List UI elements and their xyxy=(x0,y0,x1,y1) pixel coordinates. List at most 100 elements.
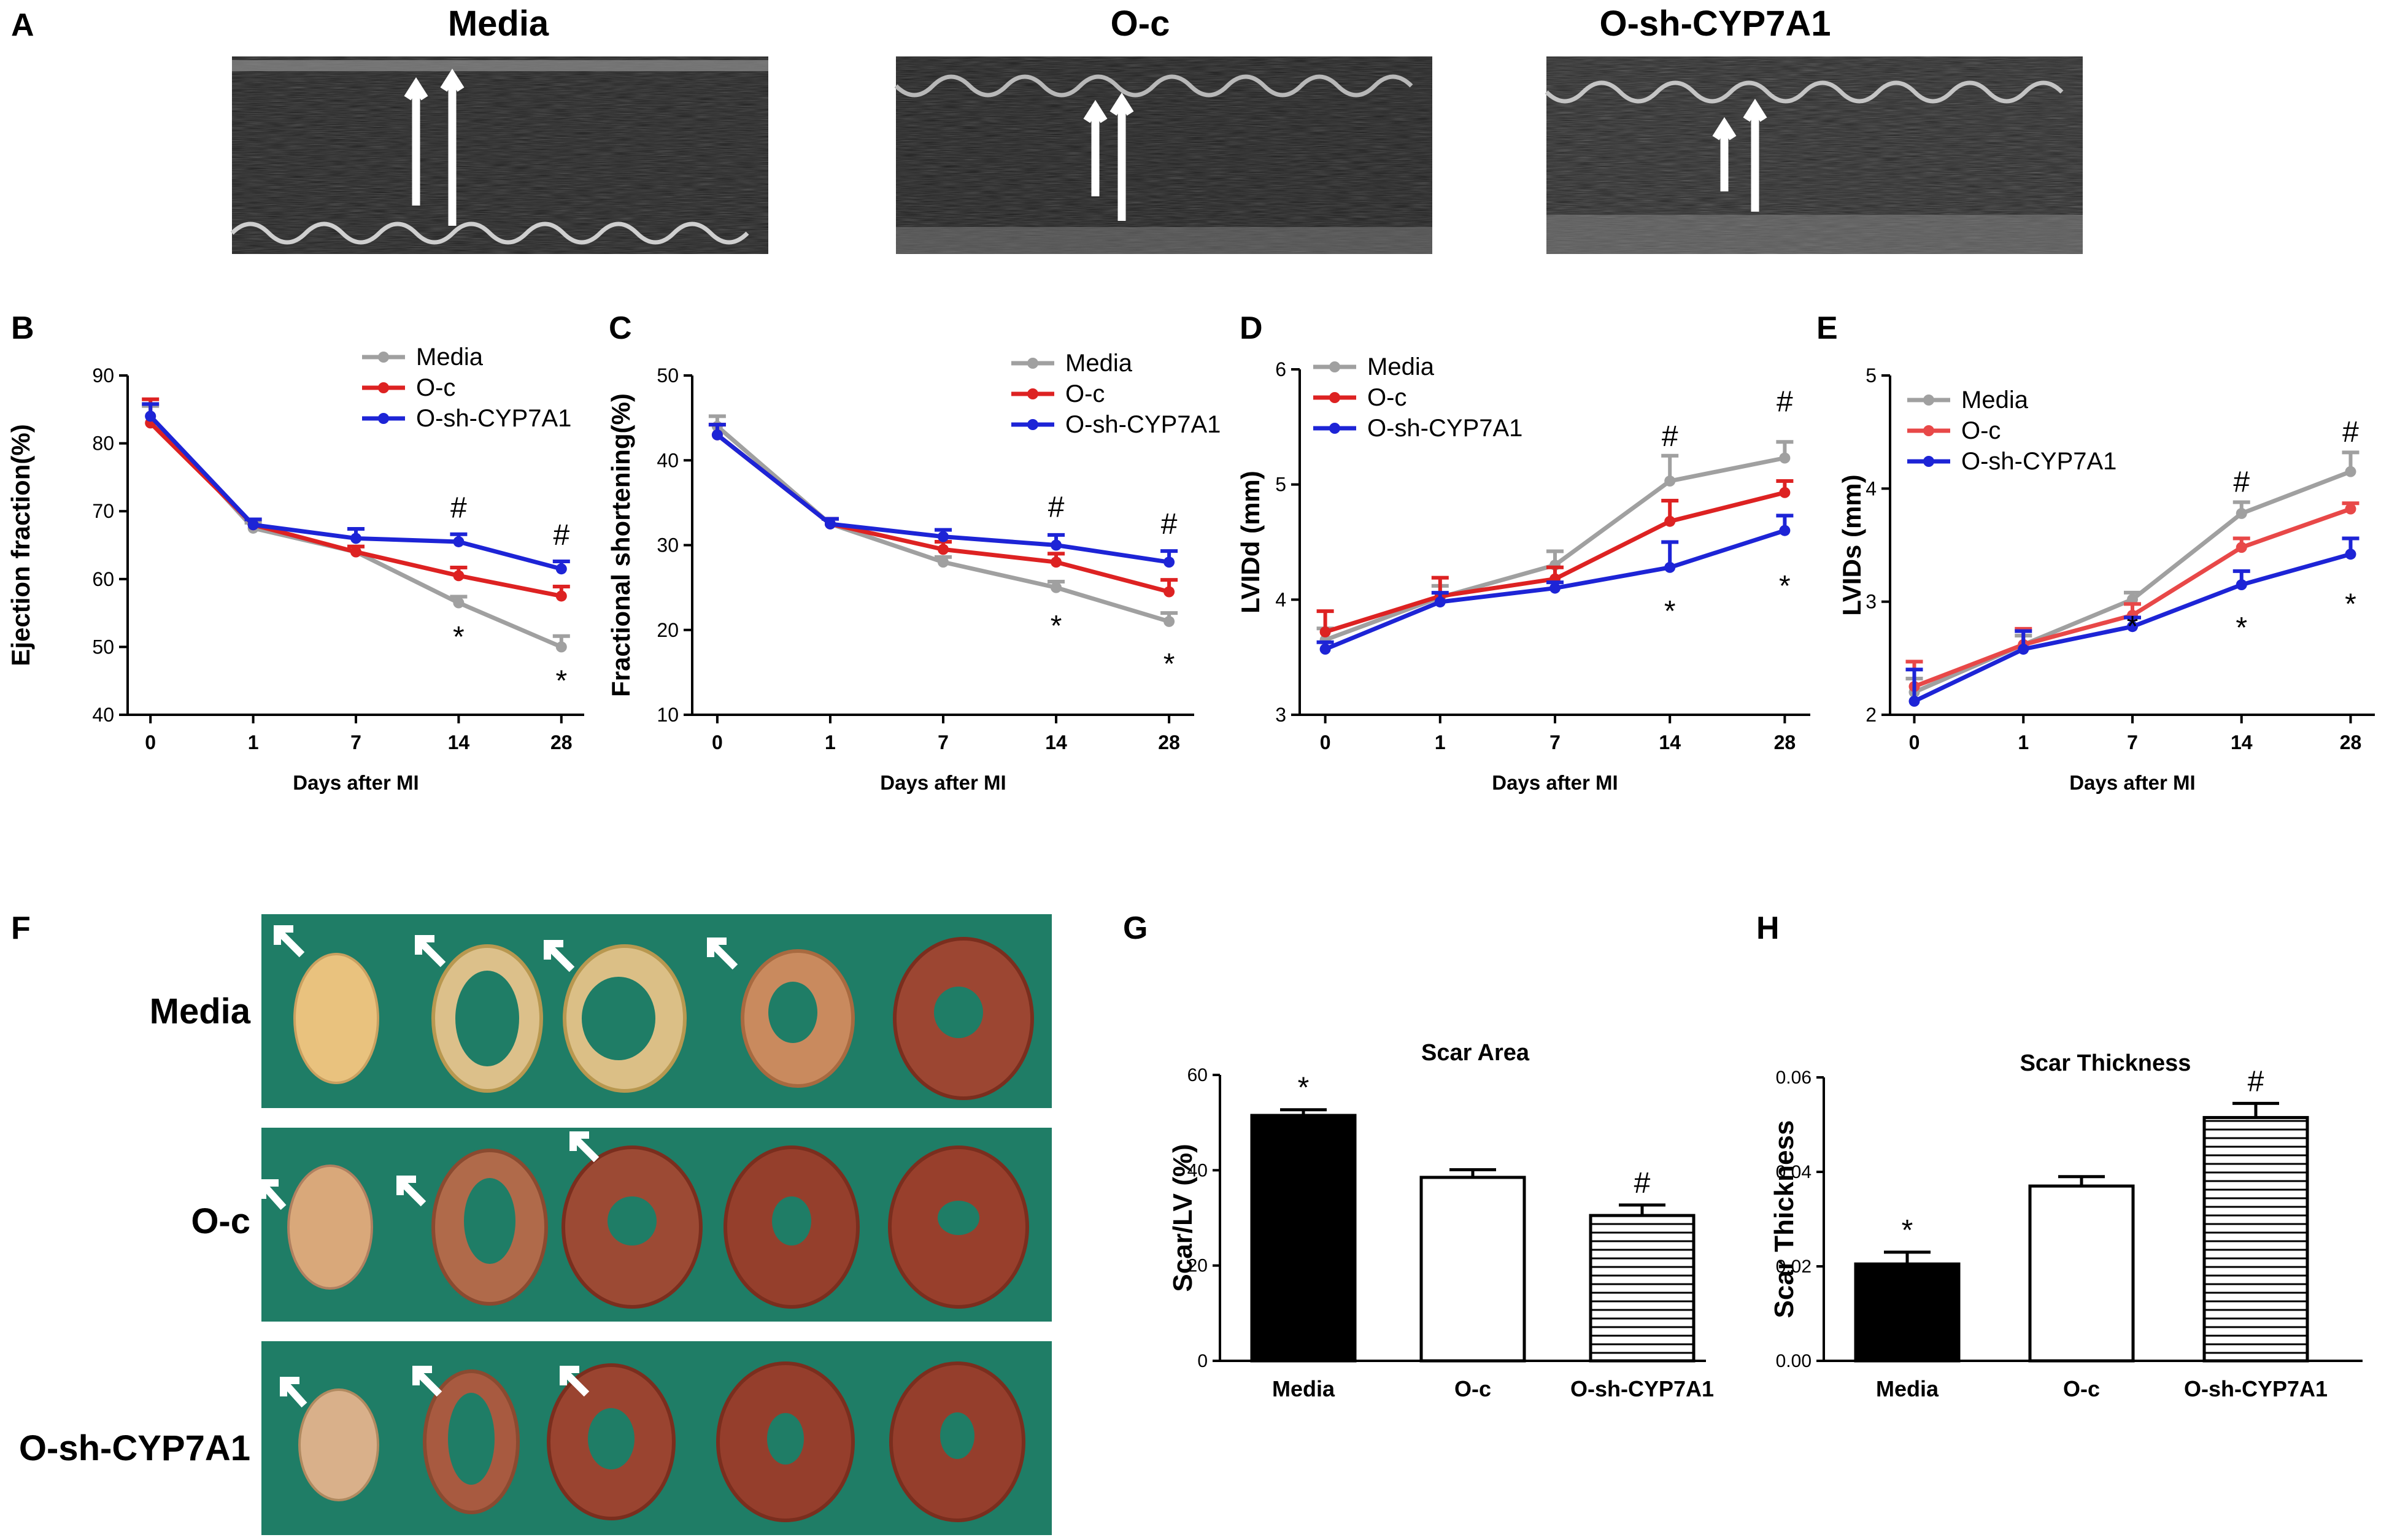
arrow-short-media xyxy=(404,77,428,206)
x-tick-label: 7 xyxy=(2127,731,2138,753)
arrow-tissue-media-3 xyxy=(544,940,575,972)
legend-marker xyxy=(1027,388,1038,399)
echo-title-media: Media xyxy=(448,4,549,44)
arrow-tissue-osh-3 xyxy=(560,1366,590,1397)
data-point xyxy=(555,590,567,602)
legend-marker xyxy=(1923,395,1934,406)
data-point xyxy=(1051,556,1062,568)
tissue-row-label-osh: O-sh-CYP7A1 xyxy=(19,1428,250,1468)
data-point xyxy=(555,563,567,575)
x-tick-label: Media xyxy=(1272,1376,1335,1401)
chart-scar-thickness: H Scar Thickness 0.00 0.02 0.04 0.06 Scar Thic… xyxy=(1756,911,2363,1401)
x-tick-label: 1 xyxy=(1435,731,1446,753)
series-line-o-c xyxy=(149,421,562,598)
y-tick-label: 50 xyxy=(92,636,114,658)
legend-label: O-c xyxy=(1367,384,1406,411)
significance-hash: # xyxy=(2342,416,2359,449)
heart-slice-osh-4-lumen xyxy=(767,1413,804,1465)
x-tick-label: 14 xyxy=(448,731,470,753)
y-axis-title: Scar/LV (%) xyxy=(1168,1144,1198,1292)
data-point xyxy=(938,556,949,568)
chart-fractional-shortening: C 10 20 30 40 50 0 1 7 14 28 Days after MI Fractiona… xyxy=(606,310,1221,794)
tissue-row-label-media: Media xyxy=(150,991,251,1031)
significance-star: * xyxy=(1664,595,1676,628)
legend-label: O-c xyxy=(1065,380,1105,407)
arrow-short-oc xyxy=(1083,99,1108,196)
chart-ejection-fraction: B 40 50 60 70 80 90 0 1 7 14 28 Days after MI Ejectio… xyxy=(6,310,584,794)
heart-slice-osh-1 xyxy=(298,1388,379,1501)
data-point xyxy=(1163,586,1175,598)
x-tick-label: O-c xyxy=(1454,1376,1491,1401)
legend-label: O-sh-CYP7A1 xyxy=(1367,415,1522,442)
data-point xyxy=(1163,615,1175,627)
arrow-long-osh xyxy=(1743,98,1767,212)
panel-label-a: A xyxy=(11,7,34,43)
significance-hash: # xyxy=(1777,386,1793,418)
data-point xyxy=(453,570,465,582)
legend-label: O-sh-CYP7A1 xyxy=(1961,448,2116,475)
y-axis-title: Fractional shortening(%) xyxy=(606,393,635,697)
panel-label-d: D xyxy=(1240,310,1263,346)
series-line-o-c xyxy=(716,433,1170,594)
data-point xyxy=(453,597,465,609)
significance-hash: # xyxy=(1048,491,1065,523)
y-tick-label: 0.00 xyxy=(1776,1351,1812,1371)
panel-label-c: C xyxy=(609,310,632,346)
series-media xyxy=(708,414,1178,627)
significance-star: * xyxy=(555,665,567,698)
data-point xyxy=(2345,466,2356,477)
echo-band-oc xyxy=(896,227,1432,254)
arrow-short-osh xyxy=(1712,117,1737,191)
echo-band-osh xyxy=(1546,215,2083,254)
y-tick-label: 4 xyxy=(1866,477,1877,499)
x-tick-label: 7 xyxy=(938,731,949,753)
panel-label-b: B xyxy=(11,310,34,346)
x-tick-label: 0 xyxy=(1320,731,1331,753)
y-tick-label: 5 xyxy=(1866,364,1877,387)
echo-texture-oc xyxy=(896,56,1432,254)
x-tick-label: 7 xyxy=(350,731,361,753)
echo-media: Media xyxy=(230,4,768,254)
series-o-sh-cyp7a1 xyxy=(708,423,1178,568)
y-tick-label: 3 xyxy=(1866,591,1877,613)
data-point xyxy=(1664,561,1676,573)
panel-label-f: F xyxy=(11,911,31,946)
heart-slice-media-4-lumen xyxy=(768,982,817,1043)
y-tick-label: 40 xyxy=(1187,1160,1208,1180)
series-o-sh-cyp7a1 xyxy=(1316,514,1794,655)
legend-label: Media xyxy=(1961,387,2029,414)
x-tick-label: 1 xyxy=(825,731,836,753)
significance-hash: # xyxy=(2233,466,2250,498)
tissue-row-media: Media xyxy=(150,914,1052,1108)
legend-label: O-sh-CYP7A1 xyxy=(1065,411,1221,438)
data-point xyxy=(1664,475,1676,487)
y-tick-label: 3 xyxy=(1275,704,1286,726)
series-line-media xyxy=(1913,469,2352,695)
data-point xyxy=(1319,626,1331,637)
heart-slice-oc-3-lumen xyxy=(608,1196,657,1245)
y-tick-label: 40 xyxy=(657,449,679,471)
panel-label-e: E xyxy=(1816,310,1838,346)
bar-o-c xyxy=(2028,1184,2135,1363)
data-point xyxy=(2127,621,2138,633)
chart-lvidd: D 3 4 5 6 0 1 7 14 28 Days after MI LVIDd (mm) # # * * M… xyxy=(1236,310,1810,794)
data-point xyxy=(1163,556,1175,568)
x-tick-label: O-c xyxy=(2063,1376,2100,1401)
y-tick-label: 20 xyxy=(1187,1256,1208,1276)
significance-star: * xyxy=(2236,612,2247,644)
legend-label: Media xyxy=(1065,350,1133,377)
x-tick-label: 1 xyxy=(248,731,259,753)
heart-slice-osh-2-lumen xyxy=(448,1393,495,1485)
chart-title: Scar Thickness xyxy=(2020,1050,2191,1076)
heart-slice-osh-3-lumen xyxy=(588,1408,635,1469)
data-point xyxy=(1051,582,1062,593)
data-point xyxy=(938,531,949,542)
arrow-tissue-oc-3 xyxy=(569,1131,600,1163)
significance-star: * xyxy=(453,621,465,653)
x-tick-label: 7 xyxy=(1549,731,1561,753)
y-axis-title: Scar Thickness xyxy=(1769,1120,1799,1319)
series-o-sh-cyp7a1 xyxy=(142,402,570,575)
legend-marker xyxy=(1329,423,1340,434)
echo-wall-trace-media xyxy=(230,221,749,245)
